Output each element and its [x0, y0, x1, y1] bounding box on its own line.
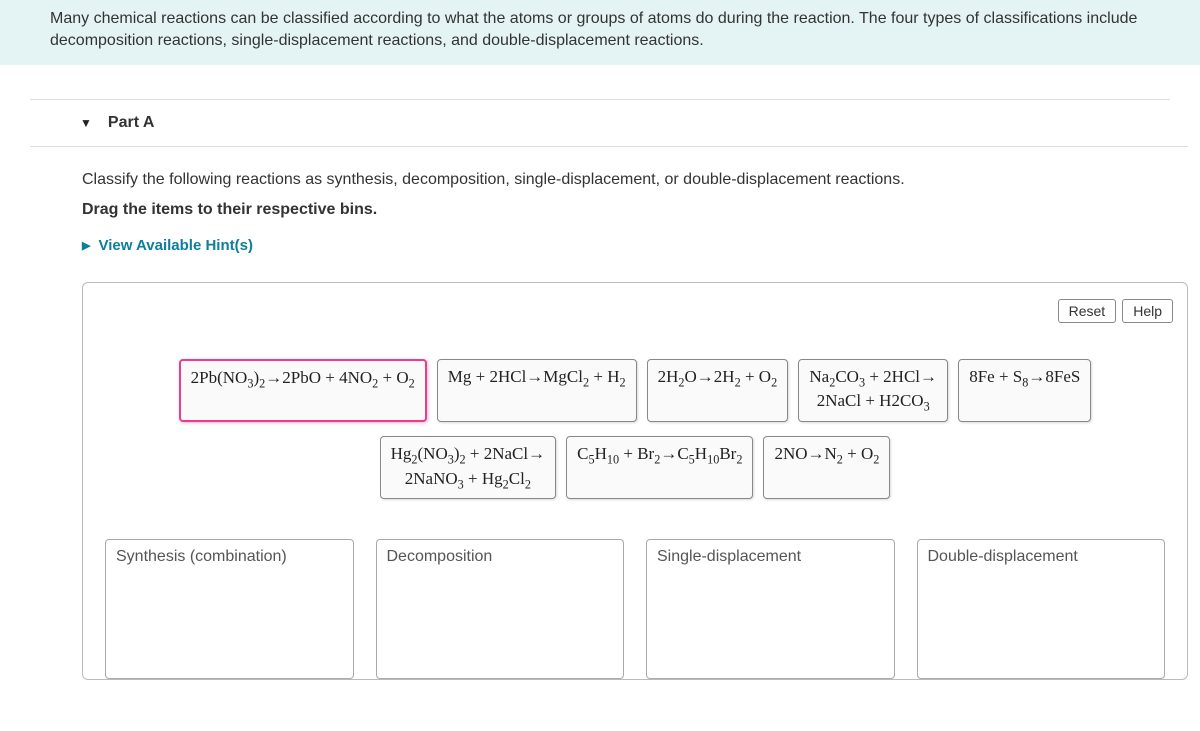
bin-label-decomposition: Decomposition — [387, 548, 614, 566]
reaction-item-8[interactable]: 2NO→N2 + O2 — [763, 436, 890, 499]
bins-row: Synthesis (combination) Decomposition Si… — [97, 539, 1173, 679]
reaction-item-4[interactable]: Na2CO3 + 2HCl→2NaCl + H2CO3 — [798, 359, 948, 422]
view-hints-button[interactable]: ▶ View Available Hint(s) — [82, 237, 1150, 254]
reaction-item-2[interactable]: Mg + 2HCl→MgCl2 + H2 — [437, 359, 637, 422]
reaction-item-5[interactable]: 8Fe + S8→8FeS — [958, 359, 1091, 422]
item-row-1: 2Pb(NO3)2→2PbO + 4NO2 + O2 Mg + 2HCl→MgC… — [97, 359, 1173, 422]
bin-label-synthesis: Synthesis (combination) — [116, 548, 343, 566]
workspace-buttons: Reset Help — [1058, 299, 1173, 323]
intro-text-line1: Many chemical reactions can be classifie… — [50, 10, 1137, 27]
reaction-item-7[interactable]: C5H10 + Br2→C5H10Br2 — [566, 436, 753, 499]
bin-single-displacement[interactable]: Single-displacement — [646, 539, 895, 679]
part-title: Part A — [108, 114, 155, 132]
intro-text-line2: decomposition reactions, single-displace… — [50, 32, 704, 49]
reset-button[interactable]: Reset — [1058, 299, 1117, 323]
bin-decomposition[interactable]: Decomposition — [376, 539, 625, 679]
bin-synthesis[interactable]: Synthesis (combination) — [105, 539, 354, 679]
question-area: Classify the following reactions as synt… — [0, 147, 1200, 264]
question-text: Classify the following reactions as synt… — [82, 171, 1150, 189]
bin-label-double: Double-displacement — [928, 548, 1155, 566]
bin-double-displacement[interactable]: Double-displacement — [917, 539, 1166, 679]
intro-box: Many chemical reactions can be classifie… — [0, 0, 1200, 65]
reaction-item-1[interactable]: 2Pb(NO3)2→2PbO + 4NO2 + O2 — [179, 359, 427, 422]
item-row-2: Hg2(NO3)2 + 2NaCl→2NaNO3 + Hg2Cl2 C5H10 … — [97, 436, 1173, 499]
question-instruction: Drag the items to their respective bins. — [82, 201, 1150, 219]
drag-drop-workspace: Reset Help 2Pb(NO3)2→2PbO + 4NO2 + O2 Mg… — [82, 282, 1188, 681]
bin-label-single: Single-displacement — [657, 548, 884, 566]
reaction-item-6[interactable]: Hg2(NO3)2 + 2NaCl→2NaNO3 + Hg2Cl2 — [380, 436, 557, 499]
part-header[interactable]: ▼ Part A — [30, 100, 1188, 147]
hints-label: View Available Hint(s) — [98, 237, 253, 254]
help-button[interactable]: Help — [1122, 299, 1173, 323]
collapse-arrow-icon[interactable]: ▼ — [80, 116, 92, 130]
reaction-item-3[interactable]: 2H2O→2H2 + O2 — [647, 359, 789, 422]
expand-arrow-icon: ▶ — [82, 239, 90, 252]
items-area: 2Pb(NO3)2→2PbO + 4NO2 + O2 Mg + 2HCl→MgC… — [97, 359, 1173, 500]
